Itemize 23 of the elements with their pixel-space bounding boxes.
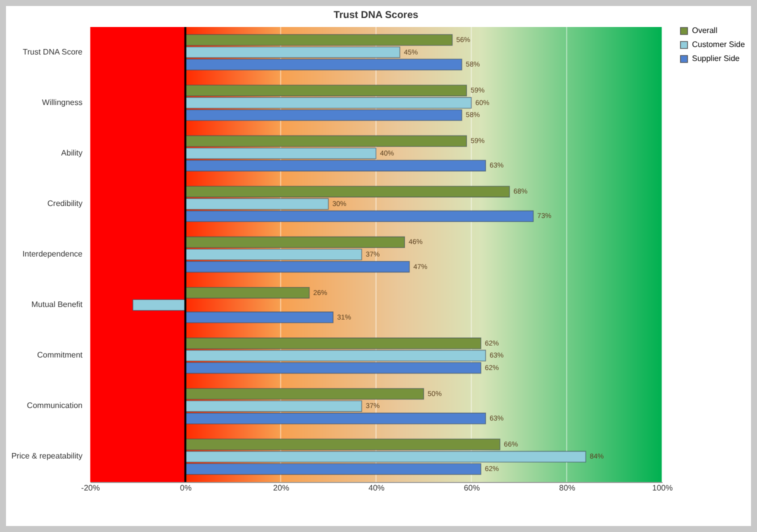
x-tick-label: 20% xyxy=(273,484,290,492)
chart-title: Trust DNA Scores xyxy=(334,10,419,21)
x-tick-label: 0% xyxy=(180,484,192,492)
x-tick-label: 100% xyxy=(652,484,673,492)
x-tick-label: 80% xyxy=(559,484,576,492)
legend-label: Supplier Side xyxy=(692,54,740,63)
y-tick-label: Commitment xyxy=(37,350,84,360)
legend-label: Customer Side xyxy=(692,40,746,49)
x-tick-label: 40% xyxy=(368,484,385,492)
bar xyxy=(184,286,310,299)
x-tick-label: 60% xyxy=(464,484,480,492)
x-tick-label: -20% xyxy=(81,484,100,492)
y-tick-label: Trust DNA Score xyxy=(22,47,84,56)
y-tick-label: Interdependence xyxy=(22,250,84,258)
y-tick-label: Communication xyxy=(26,401,82,410)
y-tick-label: Mutual Benefit xyxy=(31,300,84,310)
bar xyxy=(132,299,186,311)
y-tick-label: Ability xyxy=(61,148,82,158)
y-tick-label: Willingness xyxy=(42,98,82,107)
y-tick-label: Credibility xyxy=(47,198,82,208)
y-tick-label: Price & repeatability xyxy=(11,452,82,461)
bar xyxy=(184,312,334,324)
legend-label: Overall xyxy=(692,26,718,35)
